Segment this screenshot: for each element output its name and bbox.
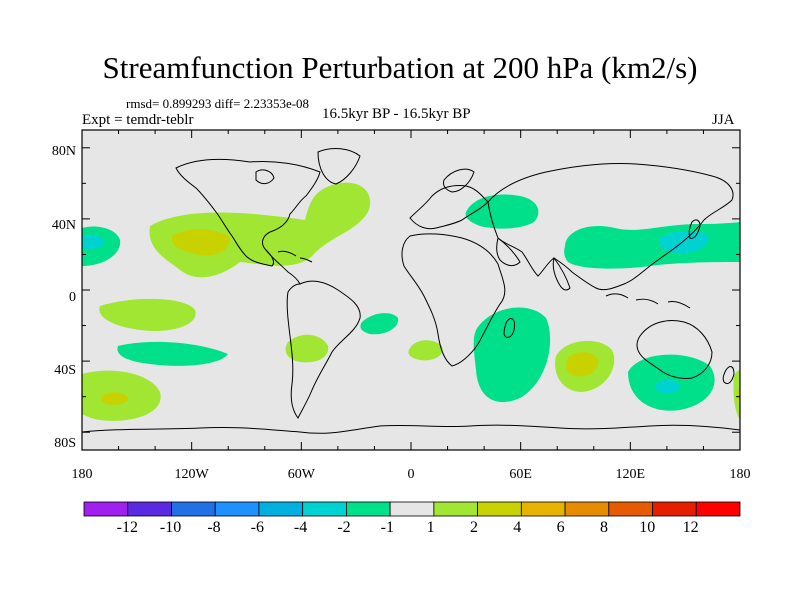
colorbar-box <box>258 501 304 517</box>
colorbar-label: -12 <box>117 519 138 536</box>
longitude-labels: 180 120W 60W 0 60E 120E 180 <box>72 467 751 482</box>
colorbar-box <box>214 501 260 517</box>
field-positive <box>408 340 443 361</box>
colorbar-box <box>83 501 129 517</box>
colorbar-box <box>608 501 653 517</box>
lat-label: 80S <box>54 436 76 451</box>
season-label: JJA <box>712 112 735 128</box>
lon-label: 180 <box>72 467 93 482</box>
colorbar-label: 6 <box>557 519 565 536</box>
colorbar-label: 2 <box>470 519 478 536</box>
coastline-caribbean <box>277 250 313 263</box>
longitude-ticks <box>81 130 741 450</box>
colorbar-box <box>695 501 741 517</box>
colorbar-label: -8 <box>207 519 220 536</box>
field-negative <box>82 234 104 249</box>
colorbar-label: -1 <box>381 519 394 536</box>
coastline-new-zealand <box>722 366 735 385</box>
lat-label: 40S <box>54 363 76 378</box>
colorbar-label: 1 <box>427 519 435 536</box>
coastline-scandinavia <box>443 168 475 193</box>
lat-label: 40N <box>52 218 76 233</box>
colorbar-label: -4 <box>294 519 307 536</box>
field-positive <box>736 388 740 404</box>
lon-label: 60E <box>509 467 532 482</box>
coastline-south-america <box>286 280 361 419</box>
field-negative <box>360 313 399 335</box>
field-negative <box>465 194 539 229</box>
colorbar-box <box>477 501 522 517</box>
coastline-india <box>552 256 571 291</box>
colorbar-box <box>302 501 347 517</box>
field-negative <box>117 341 228 366</box>
coastline-madagascar <box>503 317 515 338</box>
colorbar-label: 10 <box>639 519 655 536</box>
coastline-africa <box>401 233 506 367</box>
coastline-australia <box>636 320 713 379</box>
colorbar-label: 8 <box>600 519 608 536</box>
latitude-labels: 80N 40N 0 40S 80S <box>52 144 76 451</box>
lon-label: 0 <box>408 467 415 482</box>
field-positive <box>285 334 329 363</box>
field-positive <box>566 352 599 377</box>
colorbar-label: -6 <box>251 519 264 536</box>
lon-label: 120W <box>175 467 210 482</box>
field-negative <box>473 307 551 403</box>
colorbar-label: -2 <box>337 519 350 536</box>
coastline-japan <box>688 219 701 239</box>
field-positive <box>99 298 196 331</box>
colorbar-box <box>171 501 216 517</box>
lon-label: 120E <box>616 467 646 482</box>
coastline-arabia <box>496 237 521 267</box>
stats-text: rmsd= 0.899293 diff= 2.23353e-08 <box>126 96 310 111</box>
colorbar-box <box>564 501 610 517</box>
coastline-north-america <box>175 159 321 267</box>
coastline-central-america <box>265 249 301 285</box>
field-negative <box>658 231 709 254</box>
lon-label: 60W <box>288 467 316 482</box>
field-negative <box>564 222 740 269</box>
shaded-fields <box>82 182 740 421</box>
coastline-antarctica <box>82 424 740 434</box>
coastlines <box>82 148 740 434</box>
plot-title: Streamfunction Perturbation at 200 hPa (… <box>102 50 698 85</box>
colorbar-box <box>520 501 566 517</box>
coastline-indonesia <box>605 293 691 309</box>
colorbar <box>83 501 741 517</box>
field-positive <box>100 392 128 405</box>
colorbar-box <box>127 501 172 517</box>
colorbar-box <box>389 501 435 517</box>
latitude-ticks <box>82 147 740 433</box>
period-label: 16.5kyr BP - 16.5kyr BP <box>322 106 471 122</box>
colorbar-box <box>433 501 479 517</box>
field-positive <box>733 370 740 420</box>
colorbar-labels: -12 -10 -8 -6 -4 -2 -1 1 2 4 6 8 10 12 <box>117 519 699 536</box>
colorbar-label: 12 <box>683 519 699 536</box>
colorbar-box <box>345 501 391 517</box>
experiment-label: Expt = temdr-teblr <box>82 112 194 128</box>
lat-label: 0 <box>69 290 76 305</box>
lat-label: 80N <box>52 144 76 159</box>
field-negative <box>654 379 680 394</box>
coastline-greenland <box>317 148 361 185</box>
map-background <box>82 130 740 450</box>
lon-label: 180 <box>730 467 751 482</box>
colorbar-label: 4 <box>513 519 521 536</box>
field-positive <box>171 229 230 256</box>
coastline-hudson-bay <box>255 169 275 185</box>
coastline-asia <box>487 162 734 291</box>
colorbar-label: -10 <box>160 519 181 536</box>
colorbar-box <box>652 501 697 517</box>
